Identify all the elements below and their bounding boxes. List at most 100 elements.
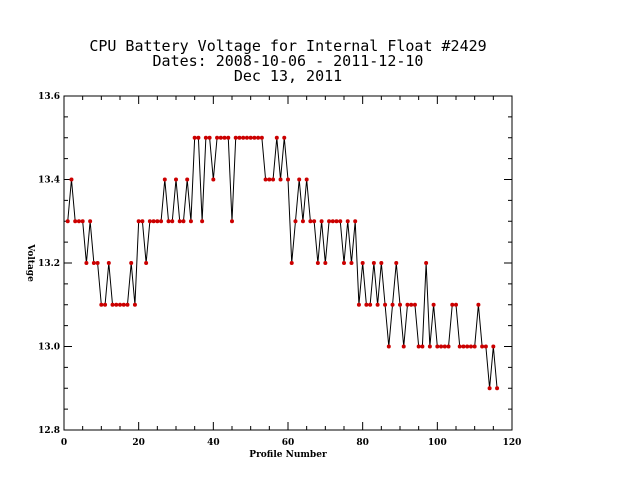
data-point	[211, 177, 216, 182]
data-point	[398, 302, 402, 307]
y-tick-label: 13.0	[38, 343, 60, 353]
data-point	[91, 261, 96, 265]
data-point	[450, 302, 455, 307]
data-point	[263, 177, 268, 182]
data-point	[159, 219, 164, 224]
data-point	[215, 135, 220, 140]
data-point	[114, 302, 119, 307]
x-tick-label: 60	[282, 438, 295, 448]
data-point	[386, 344, 391, 349]
data-point	[136, 219, 141, 224]
data-point	[129, 261, 134, 265]
data-point	[446, 344, 451, 349]
data-point	[185, 177, 190, 182]
data-point	[80, 219, 85, 224]
data-point	[274, 135, 279, 140]
data-point	[95, 261, 100, 265]
data-point	[144, 261, 149, 265]
x-tick-label: 40	[207, 438, 220, 448]
data-point	[233, 135, 238, 140]
x-tick-label: 20	[132, 438, 145, 448]
data-point	[76, 219, 81, 224]
data-point	[73, 219, 78, 224]
data-point	[188, 219, 193, 224]
data-point	[435, 344, 440, 349]
data-point	[424, 261, 429, 265]
data-point	[230, 219, 234, 224]
data-point	[241, 135, 246, 140]
data-point	[416, 344, 421, 349]
data-point	[338, 219, 343, 224]
data-point	[196, 135, 201, 140]
data-point	[495, 386, 500, 391]
x-tick-label: 100	[428, 438, 447, 448]
axis-ticks	[63, 95, 513, 431]
data-point	[267, 177, 272, 182]
x-axis-title: Profile Number	[249, 450, 327, 460]
y-tick-label: 13.2	[38, 259, 60, 269]
data-point	[106, 261, 111, 265]
x-tick-label: 120	[503, 438, 522, 448]
data-point	[315, 261, 320, 265]
data-point	[65, 219, 70, 224]
data-point	[256, 135, 261, 140]
data-point	[110, 302, 115, 307]
data-point	[461, 344, 466, 349]
data-point	[439, 344, 444, 349]
data-point	[353, 219, 358, 224]
data-point	[271, 177, 276, 182]
data-point	[323, 261, 328, 265]
data-point	[364, 302, 369, 307]
data-point	[244, 135, 249, 140]
data-point	[360, 261, 365, 265]
data-point	[84, 261, 89, 265]
data-point	[200, 219, 205, 224]
data-point	[174, 177, 178, 182]
data-point	[181, 219, 186, 224]
data-point	[151, 219, 156, 224]
x-tick-label: 0	[61, 438, 67, 448]
data-point	[454, 302, 458, 307]
data-point	[289, 261, 294, 265]
data-point	[334, 219, 339, 224]
data-point	[327, 219, 332, 224]
chart-title-line-2: Dates: 2008-10-06 - 2011-12-10	[153, 52, 424, 70]
data-point	[125, 302, 130, 307]
data-point	[427, 344, 432, 349]
data-point	[349, 261, 354, 265]
data-point	[401, 344, 406, 349]
data-point	[345, 219, 350, 224]
data-point	[286, 177, 290, 182]
data-point	[487, 386, 492, 391]
data-point	[99, 302, 104, 307]
data-point	[308, 219, 313, 224]
data-point	[140, 219, 145, 224]
data-point	[304, 177, 309, 182]
data-point	[491, 344, 496, 349]
data-point	[412, 302, 417, 307]
data-point	[375, 302, 380, 307]
data-point	[132, 302, 137, 307]
data-point	[155, 219, 160, 224]
data-point	[390, 302, 395, 307]
data-point	[312, 219, 317, 224]
data-point	[342, 261, 346, 265]
data-point	[121, 302, 126, 307]
data-point	[218, 135, 223, 140]
data-point	[457, 344, 462, 349]
data-point	[300, 219, 305, 224]
data-point	[103, 302, 108, 307]
series-group	[65, 135, 500, 391]
data-point	[379, 261, 384, 265]
data-point	[259, 135, 264, 140]
data-point	[405, 302, 410, 307]
data-point	[431, 302, 436, 307]
data-point	[248, 135, 253, 140]
data-point	[468, 344, 473, 349]
data-point	[293, 219, 298, 224]
data-point	[472, 344, 477, 349]
y-tick-label: 13.4	[38, 176, 60, 186]
tick-labels: 0 20 40 60 80 100 120 12.8 13.0 13.2 13.4 13.6	[38, 92, 521, 448]
